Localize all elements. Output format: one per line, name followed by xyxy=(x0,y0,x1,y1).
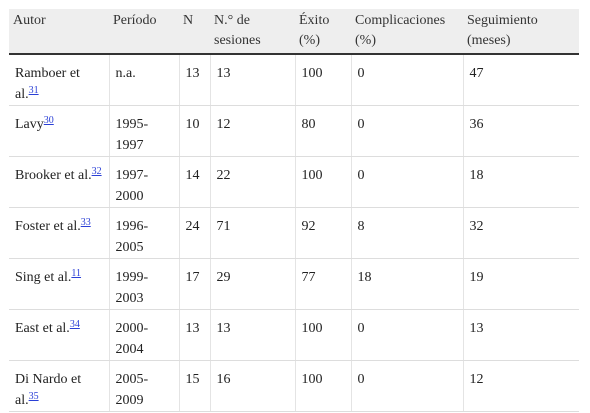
cell-period: 2005-2009 xyxy=(109,360,180,412)
citation-ref: 31 xyxy=(29,85,39,96)
cell-followup: 12 xyxy=(463,360,579,412)
citation-link[interactable]: 30 xyxy=(43,115,54,126)
header-seguimiento: Seguimiento (meses) xyxy=(463,9,579,55)
citation-ref: 11 xyxy=(71,268,81,279)
cell-n: 24 xyxy=(179,207,211,259)
cell-n: 14 xyxy=(179,156,211,208)
header-sesiones: N.° de sesiones xyxy=(210,9,295,55)
cell-period: n.a. xyxy=(109,54,180,106)
results-table: Autor Período N N.° de sesiones Éxito (%… xyxy=(9,9,579,412)
table-row: East et al.34 2000-2004 13 13 100 0 13 xyxy=(9,309,579,361)
author-name: Brooker et al. xyxy=(15,168,92,183)
cell-success: 92 xyxy=(295,207,352,259)
author-name: Ramboer et al. xyxy=(15,66,80,102)
cell-success: 100 xyxy=(295,360,352,412)
cell-sessions: 13 xyxy=(210,54,296,106)
cell-author: Di Nardo et al.35 xyxy=(9,360,110,412)
cell-complications: 18 xyxy=(351,258,464,310)
cell-n: 17 xyxy=(179,258,211,310)
cell-period: 1997-2000 xyxy=(109,156,180,208)
cell-sessions: 71 xyxy=(210,207,296,259)
header-complicaciones: Complicaciones (%) xyxy=(351,9,463,55)
cell-complications: 0 xyxy=(351,309,464,361)
cell-sessions: 13 xyxy=(210,309,296,361)
cell-success: 80 xyxy=(295,105,352,157)
cell-complications: 0 xyxy=(351,105,464,157)
cell-success: 100 xyxy=(295,54,352,106)
author-name: Sing et al. xyxy=(15,270,72,285)
table-header-row: Autor Período N N.° de sesiones Éxito (%… xyxy=(9,9,579,55)
header-exito: Éxito (%) xyxy=(295,9,351,55)
cell-followup: 19 xyxy=(463,258,579,310)
cell-sessions: 22 xyxy=(210,156,296,208)
citation-ref: 35 xyxy=(29,391,39,402)
cell-complications: 0 xyxy=(351,54,464,106)
cell-author: Ramboer et al.31 xyxy=(9,54,110,106)
cell-followup: 18 xyxy=(463,156,579,208)
cell-n: 10 xyxy=(179,105,211,157)
header-autor: Autor xyxy=(9,9,109,55)
citation-ref: 32 xyxy=(92,166,102,177)
header-n: N xyxy=(179,9,210,55)
cell-n: 13 xyxy=(179,54,211,106)
cell-n: 13 xyxy=(179,309,211,361)
citation-link[interactable]: 32 xyxy=(91,166,102,177)
cell-success: 77 xyxy=(295,258,352,310)
cell-period: 1999-2003 xyxy=(109,258,180,310)
cell-success: 100 xyxy=(295,309,352,361)
cell-complications: 0 xyxy=(351,360,464,412)
citation-ref: 34 xyxy=(70,319,80,330)
cell-author: East et al.34 xyxy=(9,309,110,361)
header-periodo: Período xyxy=(109,9,179,55)
cell-followup: 36 xyxy=(463,105,579,157)
cell-complications: 0 xyxy=(351,156,464,208)
table-row: Ramboer et al.31 n.a. 13 13 100 0 47 xyxy=(9,54,579,106)
cell-sessions: 29 xyxy=(210,258,296,310)
author-name: Di Nardo et al. xyxy=(15,372,82,408)
table-row: Sing et al.11 1999-2003 17 29 77 18 19 xyxy=(9,258,579,310)
cell-followup: 47 xyxy=(463,54,579,106)
citation-ref: 30 xyxy=(44,115,54,126)
citation-link[interactable]: 34 xyxy=(69,319,80,330)
citation-link[interactable]: 35 xyxy=(28,391,39,402)
citation-link[interactable]: 11 xyxy=(71,268,82,279)
author-name: East et al. xyxy=(15,321,70,336)
table-row: Brooker et al.32 1997-2000 14 22 100 0 1… xyxy=(9,156,579,208)
author-name: Lavy xyxy=(15,117,44,132)
results-table-container: Autor Período N N.° de sesiones Éxito (%… xyxy=(9,9,579,412)
table-row: Di Nardo et al.35 2005-2009 15 16 100 0 … xyxy=(9,360,579,412)
citation-link[interactable]: 33 xyxy=(80,217,91,228)
citation-ref: 33 xyxy=(81,217,91,228)
citation-link[interactable]: 31 xyxy=(28,85,39,96)
cell-author: Brooker et al.32 xyxy=(9,156,110,208)
cell-author: Foster et al.33 xyxy=(9,207,110,259)
cell-followup: 13 xyxy=(463,309,579,361)
cell-period: 1996-2005 xyxy=(109,207,180,259)
cell-followup: 32 xyxy=(463,207,579,259)
cell-sessions: 16 xyxy=(210,360,296,412)
table-row: Lavy30 1995-1997 10 12 80 0 36 xyxy=(9,105,579,157)
cell-success: 100 xyxy=(295,156,352,208)
cell-sessions: 12 xyxy=(210,105,296,157)
cell-period: 1995-1997 xyxy=(109,105,180,157)
cell-period: 2000-2004 xyxy=(109,309,180,361)
table-row: Foster et al.33 1996-2005 24 71 92 8 32 xyxy=(9,207,579,259)
cell-complications: 8 xyxy=(351,207,464,259)
cell-n: 15 xyxy=(179,360,211,412)
cell-author: Sing et al.11 xyxy=(9,258,110,310)
author-name: Foster et al. xyxy=(15,219,81,234)
cell-author: Lavy30 xyxy=(9,105,110,157)
